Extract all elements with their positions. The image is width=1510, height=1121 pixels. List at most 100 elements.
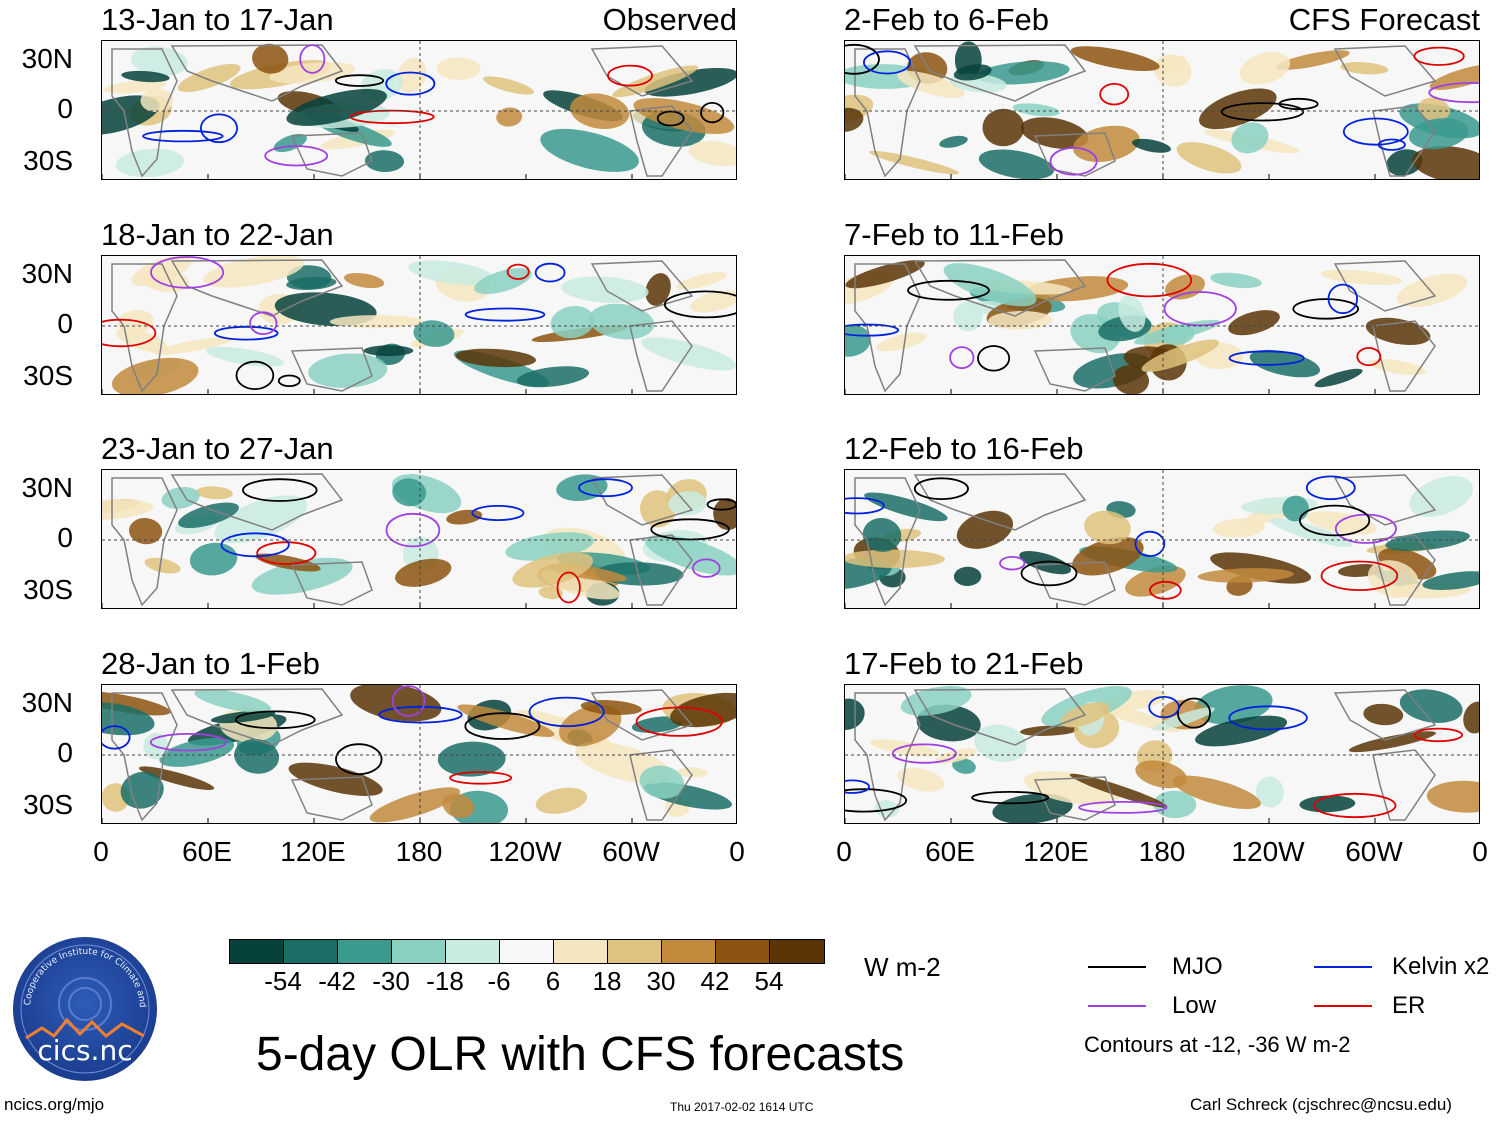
- coastline: [111, 477, 178, 607]
- coastline: [629, 105, 693, 177]
- olr-anomaly-patch: [1275, 50, 1350, 70]
- olr-anomaly-patch: [1152, 707, 1215, 731]
- olr-anomaly-patch: [1369, 359, 1427, 376]
- colorbar-tick-label: 18: [592, 966, 622, 996]
- olr-anomaly-patch: [1072, 537, 1144, 576]
- lon-label: 180: [395, 836, 443, 867]
- lat-label: 30S: [23, 360, 73, 391]
- olr-map: [102, 41, 736, 179]
- panel-title-right-0: 2-Feb to 6-Feb: [844, 2, 1050, 37]
- colorbar-swatch: [716, 940, 770, 963]
- lat-label: 30S: [23, 574, 73, 605]
- wave-contour: [845, 497, 885, 515]
- lon-label: 60W: [1345, 836, 1403, 867]
- coastline: [1333, 260, 1437, 312]
- colorbar-swatch: [392, 940, 446, 963]
- olr-anomaly-patch: [1363, 703, 1404, 726]
- olr-anomaly-patch: [1299, 795, 1356, 813]
- olr-anomaly-patch: [144, 557, 181, 574]
- olr-anomaly-patch: [845, 324, 871, 357]
- olr-anomaly-patch: [255, 553, 321, 572]
- wave-contour: [635, 706, 723, 737]
- coastline: [854, 477, 921, 607]
- olr-anomaly-patch: [1176, 142, 1242, 174]
- legend-line-low: [1088, 1005, 1146, 1007]
- wave-contour: [971, 791, 1050, 805]
- colorbar-tick-label: 30: [646, 966, 676, 996]
- olr-anomaly-patch: [234, 738, 279, 774]
- olr-map: [845, 41, 1479, 179]
- olr-anomaly-patch: [392, 478, 427, 507]
- coastline: [1333, 45, 1437, 97]
- olr-map: [845, 256, 1479, 394]
- coastline: [913, 44, 1087, 102]
- lon-label: 120W: [488, 836, 562, 867]
- olr-anomaly-patch: [111, 357, 199, 394]
- coastline: [111, 48, 178, 178]
- olr-anomaly-patch: [363, 345, 414, 357]
- olr-anomaly-patch: [102, 691, 171, 716]
- wave-contour: [256, 541, 317, 565]
- colorbar-swatch: [770, 940, 824, 963]
- wave-contour: [1078, 801, 1168, 814]
- column-label-left: Observed: [602, 2, 737, 37]
- legend-label-low: Low: [1172, 992, 1217, 1019]
- olr-anomaly-patch: [952, 758, 976, 774]
- coastline: [111, 263, 178, 393]
- wave-contour: [102, 725, 131, 750]
- olr-anomaly-patch: [550, 305, 595, 339]
- wave-contour: [449, 771, 513, 785]
- olr-anomaly-patch: [251, 557, 353, 595]
- wave-contour: [656, 110, 685, 127]
- olr-anomaly-patch: [869, 739, 940, 757]
- olr-anomaly-patch: [1069, 773, 1168, 808]
- olr-anomaly-patch: [645, 273, 671, 306]
- coastline: [290, 347, 373, 392]
- colorbar-swatch: [338, 940, 392, 963]
- legend-line-kelvin: [1314, 966, 1372, 968]
- olr-anomaly-patch: [1118, 295, 1146, 332]
- olr-anomaly-patch: [1429, 63, 1479, 90]
- lat-label: 30S: [23, 789, 73, 820]
- olr-map-panel: [101, 684, 737, 824]
- olr-anomaly-patch: [1194, 685, 1273, 725]
- figure-title: 5-day OLR with CFS forecasts: [256, 1028, 905, 1081]
- wave-contour: [999, 555, 1026, 571]
- wave-contour: [391, 685, 426, 717]
- olr-anomaly-patch: [1125, 565, 1186, 597]
- olr-anomaly-patch: [516, 366, 590, 388]
- legend-label-mjo: MJO: [1172, 953, 1223, 980]
- panel-title-right-3: 17-Feb to 21-Feb: [844, 646, 1084, 681]
- panel-title-left-3: 28-Jan to 1-Feb: [101, 646, 320, 681]
- wave-contour: [578, 478, 633, 498]
- olr-anomaly-patch: [1231, 122, 1269, 154]
- wave-contour: [1377, 138, 1406, 151]
- olr-anomaly-patch: [1340, 62, 1389, 75]
- olr-anomaly-patch: [286, 276, 337, 290]
- coastline: [590, 45, 694, 97]
- olr-anomaly-patch: [395, 558, 452, 587]
- olr-map-panel: [844, 469, 1480, 609]
- olr-anomaly-patch: [1306, 511, 1377, 535]
- olr-anomaly-patch: [205, 346, 285, 367]
- olr-map: [102, 470, 736, 608]
- olr-anomaly-patch: [956, 510, 1014, 549]
- olr-anomaly-patch: [1417, 97, 1451, 122]
- coastline: [590, 474, 694, 526]
- olr-anomaly-patch: [1172, 775, 1261, 809]
- olr-anomaly-patch: [496, 107, 523, 127]
- olr-anomaly-patch: [329, 315, 423, 329]
- olr-anomaly-patch: [369, 787, 461, 823]
- lon-label: 180: [1138, 836, 1186, 867]
- footer-url[interactable]: ncics.org/mjo: [4, 1095, 105, 1114]
- legend-label-kelvin: Kelvin x2: [1392, 953, 1490, 980]
- wave-contour: [845, 779, 870, 794]
- olr-anomaly-patch: [214, 495, 308, 544]
- wave-contour: [220, 532, 290, 558]
- panel-title-right-1: 7-Feb to 11-Feb: [844, 217, 1064, 252]
- wave-contour: [385, 512, 441, 548]
- wave-contour: [1298, 504, 1371, 537]
- olr-anomaly-patch: [953, 301, 983, 332]
- olr-anomaly-patch: [556, 474, 608, 502]
- wave-contour: [1356, 347, 1382, 367]
